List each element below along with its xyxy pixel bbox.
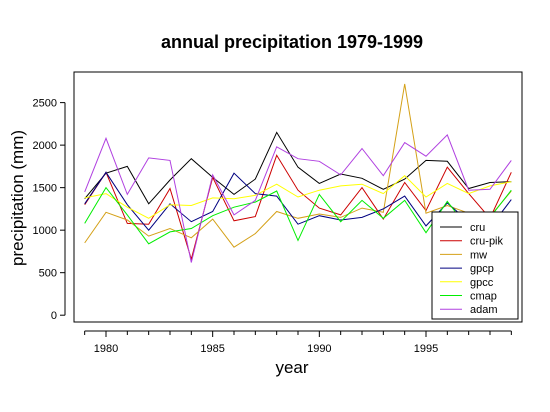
x-tick-label: 1995 xyxy=(414,343,438,355)
y-tick-label: 0 xyxy=(51,310,57,322)
series-line-cru xyxy=(84,131,512,205)
y-tick-label: 1000 xyxy=(33,225,57,237)
x-axis: 1980 1985 1990 1995 xyxy=(84,330,512,355)
y-axis-label: precipitation (mm) xyxy=(8,130,27,266)
legend-label-gpcc: gpcc xyxy=(470,277,494,289)
series-line-mw xyxy=(84,83,512,248)
series-line-cru-pik xyxy=(84,154,512,261)
legend-label-mw: mw xyxy=(470,249,487,261)
legend-label-gpcp: gpcp xyxy=(470,263,494,275)
y-axis: 0 500 1000 1500 2000 2500 xyxy=(33,98,66,322)
legend-label-cru-pik: cru-pik xyxy=(470,236,504,248)
legend-label-cmap: cmap xyxy=(470,291,497,303)
x-axis-label: year xyxy=(275,358,308,377)
plot-frame xyxy=(73,71,523,323)
series-line-gpcp xyxy=(84,171,512,231)
y-tick-label: 2000 xyxy=(33,140,57,152)
series-line-adam xyxy=(84,134,512,263)
x-tick-label: 1985 xyxy=(200,343,224,355)
legend-label-cru: cru xyxy=(470,222,485,234)
y-tick-label: 2500 xyxy=(33,98,57,110)
chart-title: annual precipitation 1979-1999 xyxy=(161,32,423,52)
series-lines xyxy=(84,83,512,263)
series-line-gpcc xyxy=(84,175,512,219)
x-tick-label: 1980 xyxy=(94,343,118,355)
y-tick-label: 500 xyxy=(39,268,57,280)
y-tick-label: 1500 xyxy=(33,183,57,195)
legend-label-adam: adam xyxy=(470,304,498,316)
legend-box xyxy=(431,211,519,320)
x-tick-label: 1990 xyxy=(307,343,331,355)
